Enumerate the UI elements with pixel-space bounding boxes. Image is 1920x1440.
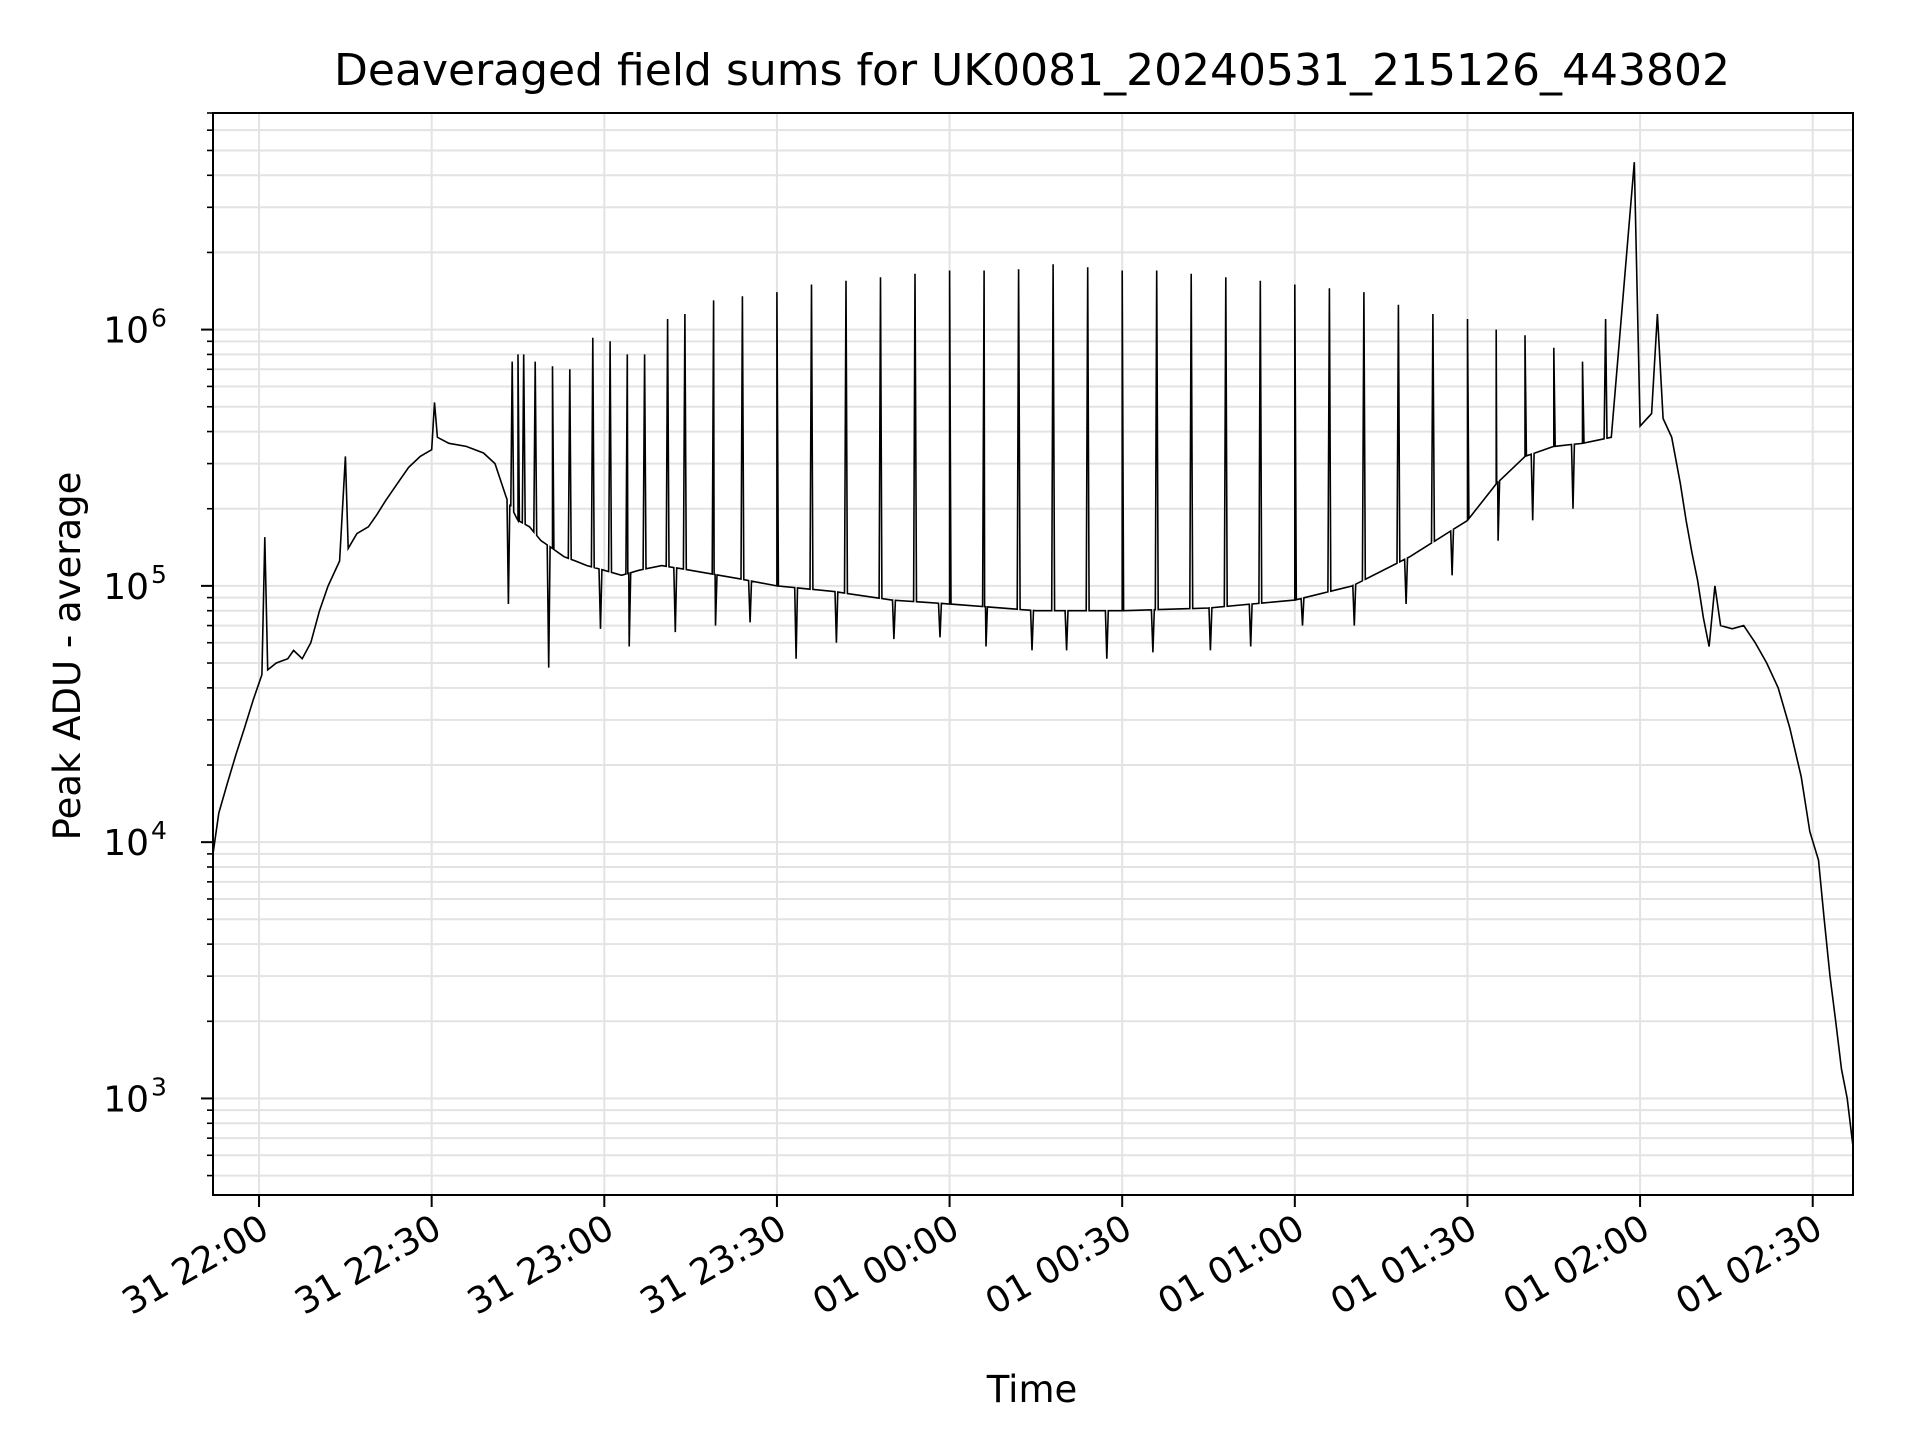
x-axis-ticks: 31 22:00 31 22:30 31 23:00 31 23:30 01 00:00… [116,1195,1829,1323]
x-tick-label: 31 22:00 [116,1207,276,1323]
x-tick-label: 01 02:30 [1669,1207,1829,1323]
x-tick-label: 01 01:00 [1151,1207,1311,1323]
series-layer [212,162,1854,1147]
x-tick-label: 31 23:00 [461,1207,621,1323]
y-tick-label-exponent: 3 [151,1072,167,1101]
y-tick-label: 10 [103,1079,149,1120]
y-tick-label: 10 [103,567,149,608]
y-tick-label-exponent: 5 [151,560,167,589]
y-tick-label-exponent: 4 [151,816,167,845]
x-tick-label: 01 00:30 [979,1207,1139,1323]
plot-frame [212,112,1854,1196]
chart-title: Deaveraged field sums for UK0081_2024053… [334,45,1730,96]
x-tick-label: 01 00:00 [806,1207,966,1323]
y-tick-label-exponent: 6 [151,304,167,333]
series-line [212,162,1854,1147]
grid-lines [213,112,1853,1195]
x-tick-label: 31 23:30 [633,1207,793,1323]
x-tick-label: 01 02:00 [1497,1207,1657,1323]
y-tick-label: 10 [103,311,149,352]
x-tick-label: 01 01:30 [1324,1207,1484,1323]
x-tick-label: 31 22:30 [288,1207,448,1323]
y-axis-label: Peak ADU - average [46,472,89,841]
y-tick-label: 10 [103,823,149,864]
x-axis-label: Time [986,1368,1078,1411]
